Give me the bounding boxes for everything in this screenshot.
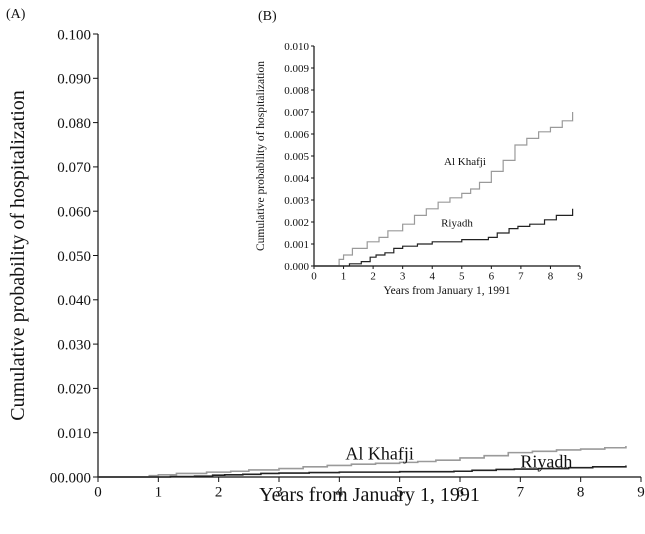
- panel-a-plot: 0 1 2 3 4 5 6 7 8 900.0000.0100.0200.0300.0400.05…: [7, 27, 645, 506]
- panel-b-x-tick-label: 5: [459, 270, 465, 282]
- panel-b-series-label-al-khafji: Al Khafji: [444, 156, 486, 168]
- panel-b-x-tick-label: 7: [518, 270, 524, 282]
- panel-a-x-tick-label: 4: [336, 484, 344, 500]
- panel-b-x-tick-label: 9: [577, 270, 583, 282]
- panel-b-y-tick-label: 0.005: [284, 151, 309, 163]
- panel-a-x-tick-label: 3: [275, 484, 283, 500]
- panel-b-series-line-al-khafji: [314, 112, 574, 267]
- panel-b-y-tick-label: 0.004: [284, 173, 309, 185]
- panel-a-x-tick-label: 2: [215, 484, 223, 500]
- panel-a-label: (A): [6, 7, 26, 22]
- panel-b-x-tick-label: 0: [311, 270, 317, 282]
- panel-b-y-axis-label: Cumulative probability of hospitalizatio…: [255, 61, 267, 251]
- panel-b-y-tick-label: 0.001: [284, 239, 309, 251]
- panel-a-x-tick-label: 5: [396, 484, 404, 500]
- panel-b-x-tick-label: 3: [400, 270, 406, 282]
- panel-b-y-tick-label: 0.009: [284, 63, 309, 75]
- panel-a-series-label-riyadh: Riyadh: [520, 451, 572, 471]
- panel-b-y-tick-label: 0.007: [284, 107, 309, 119]
- panel-a-x-tick-label: 6: [456, 484, 464, 500]
- panel-b-y-tick-label: 0.000: [284, 261, 309, 273]
- panel-b-y-tick-label: 0.006: [284, 129, 309, 141]
- panel-a-y-tick-label: 0.020: [57, 382, 91, 398]
- panel-b-x-tick-label: 1: [341, 270, 347, 282]
- panel-b-label: (B): [258, 9, 277, 24]
- panel-b-plot: 0 1 2 3 4 5 6 7 8 9 0.000 0.001 0.002 0.003 0.004 0.005…: [255, 41, 583, 297]
- panel-a-y-tick-label: 0.090: [57, 72, 91, 88]
- panel-b-series-line-riyadh: [314, 208, 574, 267]
- panel-a-y-tick-label: 0.030: [57, 337, 91, 353]
- panel-a-y-tick-label: 0.100: [57, 27, 91, 43]
- panel-a-y-tick-label: 0.050: [57, 249, 91, 265]
- panel-b-x-tick-label: 4: [429, 270, 435, 282]
- panel-a-series-line-al-khafji: [98, 445, 627, 478]
- panel-b-y-tick-label: 0.003: [284, 195, 309, 207]
- panel-b-series-label-riyadh: Riyadh: [441, 217, 473, 229]
- panel-a-y-tick-label: 0.060: [57, 204, 91, 220]
- panel-a-x-tick-label: 9: [637, 484, 645, 500]
- panel-a-series-line-riyadh: [98, 465, 627, 478]
- panel-a-x-tick-label: 0: [94, 484, 102, 500]
- panel-b-y-tick-label: 0.008: [284, 85, 309, 97]
- panel-b-x-axis-label: Years from January 1, 1991: [384, 285, 511, 297]
- panel-b-x-tick-label: 2: [370, 270, 376, 282]
- panel-a-y-tick-label: 00.000: [50, 470, 91, 486]
- panel-b-y-tick-label: 0.010: [284, 41, 309, 53]
- panel-a-y-tick-label: 0.010: [57, 426, 91, 442]
- panel-a-y-tick-label: 0.080: [57, 116, 91, 132]
- panel-a-x-tick-label: 7: [517, 484, 525, 500]
- panel-a-x-tick-label: 1: [155, 484, 163, 500]
- panel-a-y-axis-label: Cumulative probability of hospitalizatio…: [7, 90, 29, 421]
- panel-a-y-tick-label: 0.040: [57, 293, 91, 309]
- panel-b-x-tick-label: 8: [548, 270, 554, 282]
- panel-b-x-tick-label: 6: [489, 270, 495, 282]
- panel-b-y-tick-label: 0.002: [284, 217, 309, 229]
- panel-a-x-axis-label: Years from January 1, 1991: [259, 484, 480, 506]
- panel-a-series-label-al-khafji: Al Khafji: [345, 443, 413, 463]
- panel-a-x-tick-label: 8: [577, 484, 585, 500]
- panel-a-y-tick-label: 0.070: [57, 160, 91, 176]
